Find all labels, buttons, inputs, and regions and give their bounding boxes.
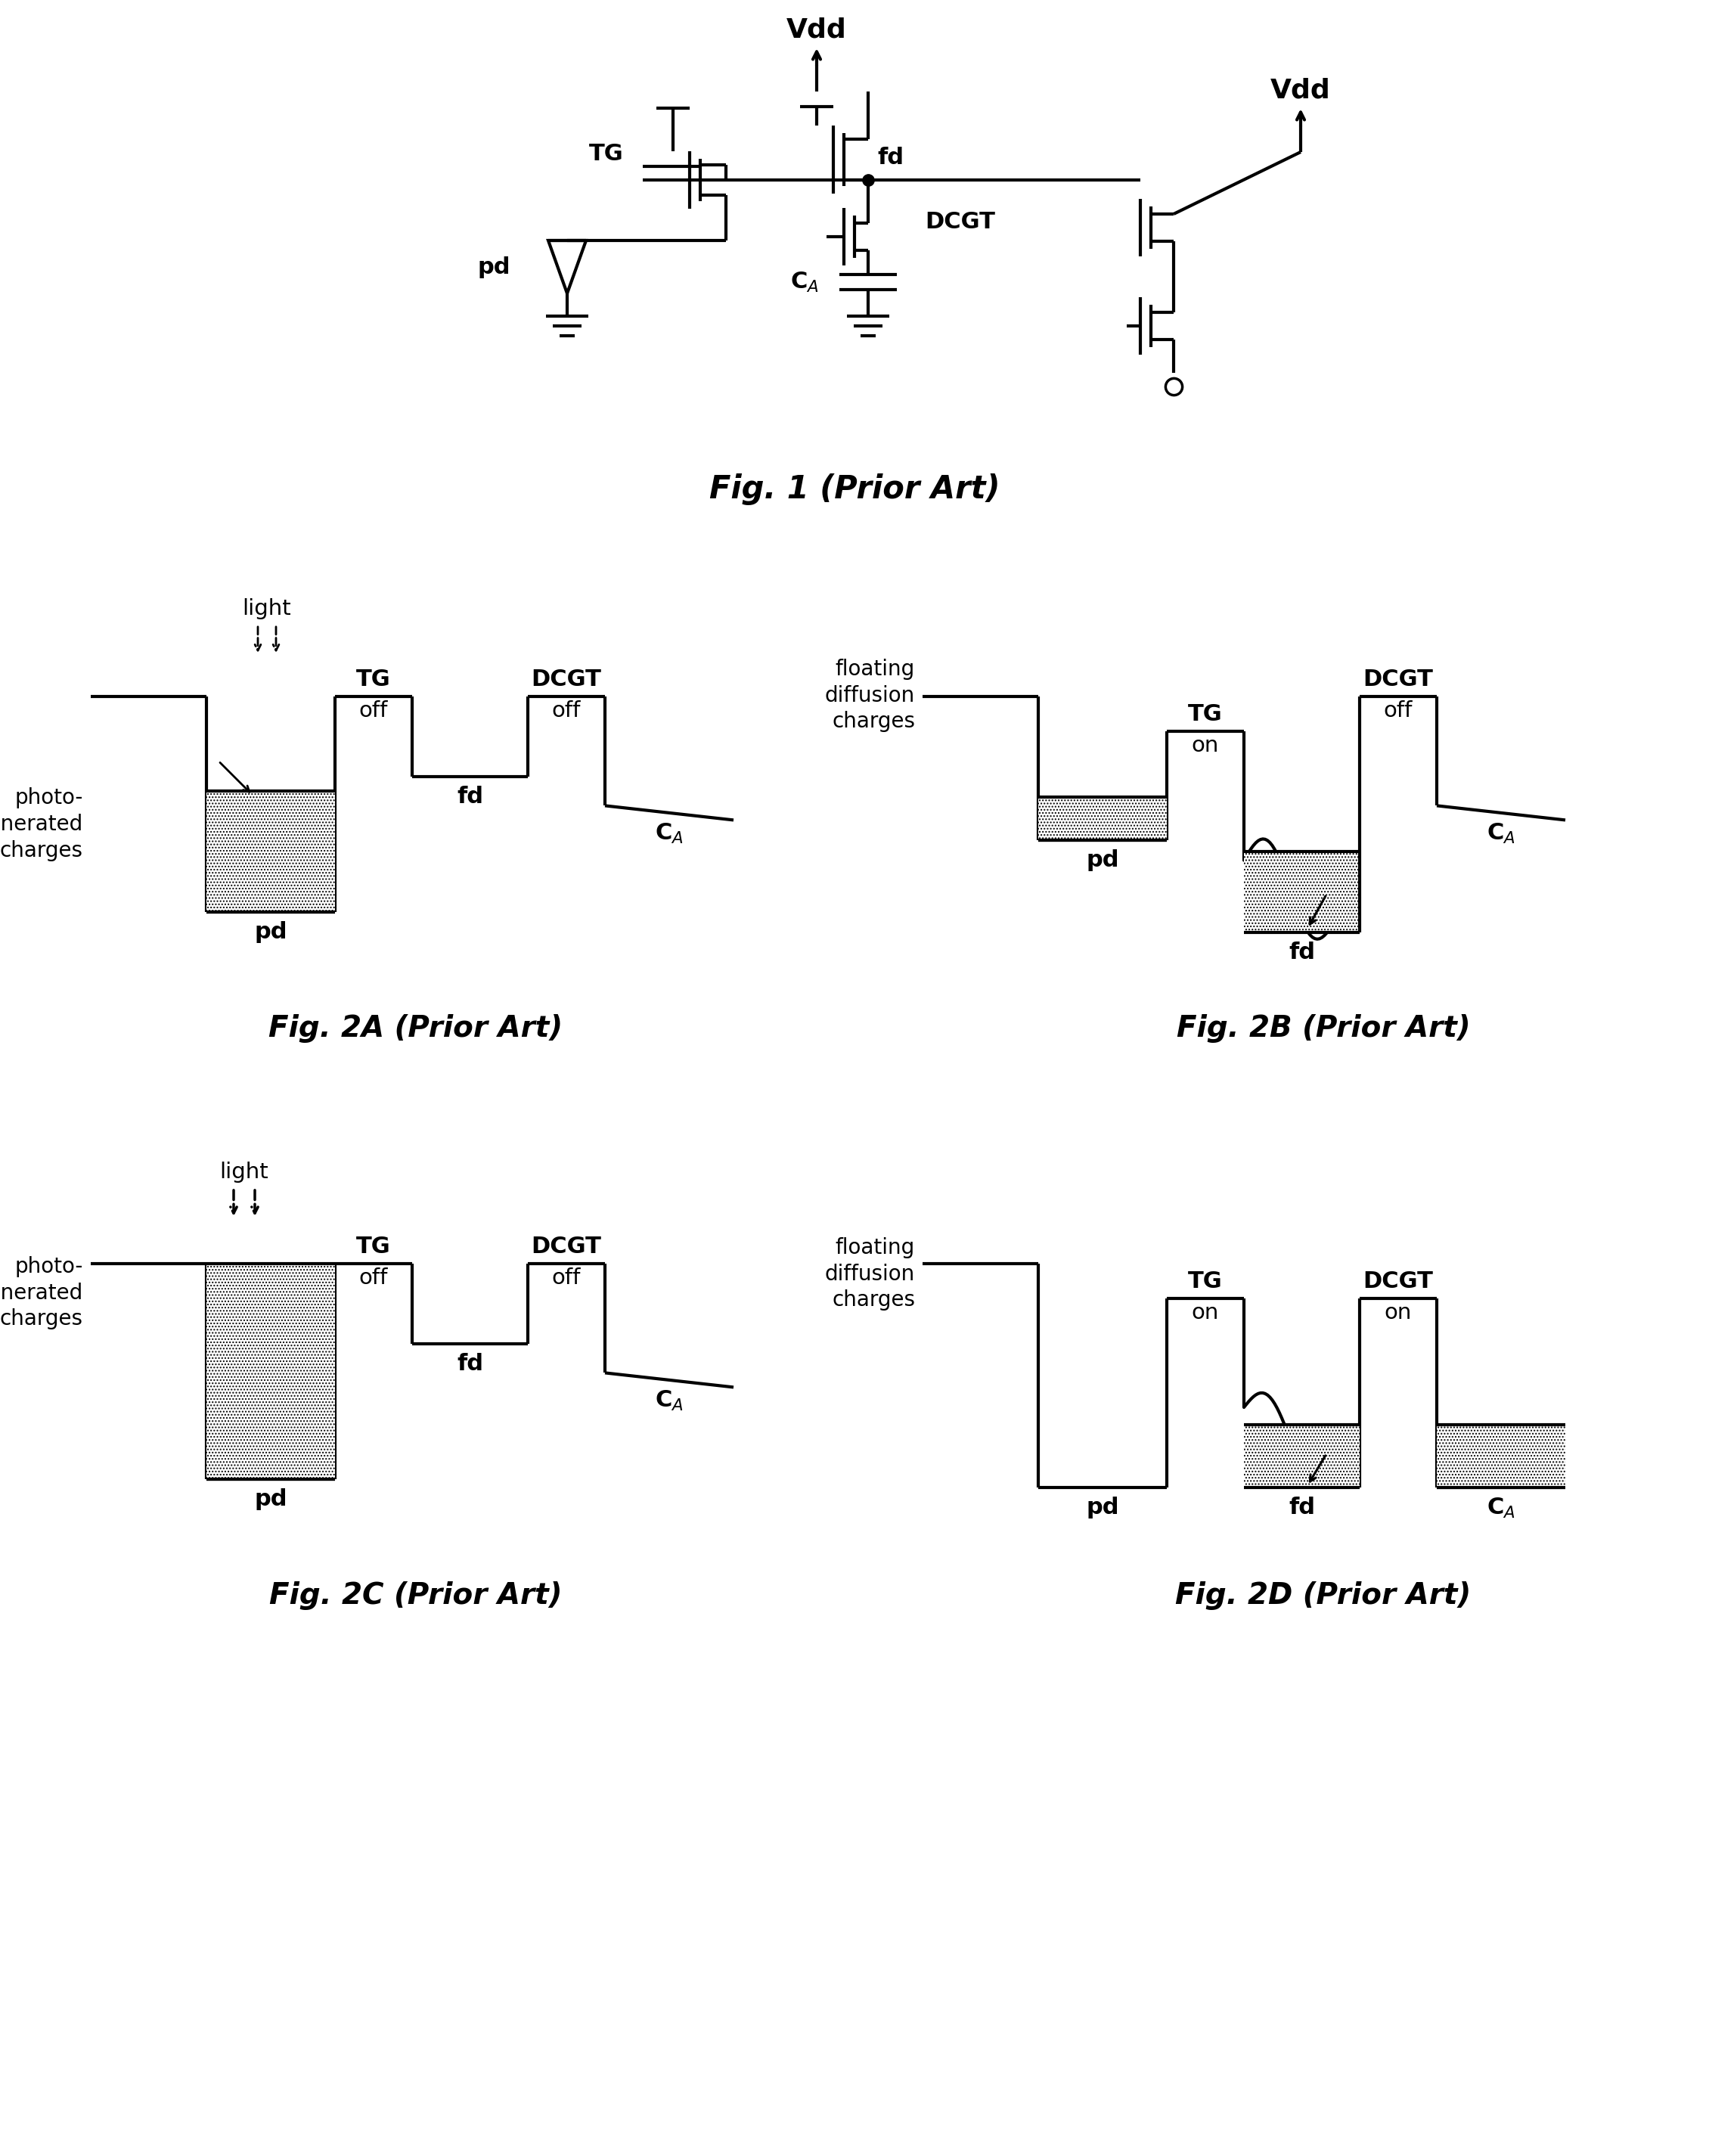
Text: off: off — [1384, 701, 1413, 722]
Bar — [1437, 1425, 1565, 1488]
Text: floating
diffusion
charges: floating diffusion charges — [825, 660, 914, 733]
Text: C$_A$: C$_A$ — [655, 1388, 684, 1412]
Bar — [207, 791, 335, 912]
Text: TG: TG — [355, 668, 391, 690]
Text: Fig. 1 (Prior Art): Fig. 1 (Prior Art) — [709, 474, 1000, 505]
Text: Fig. 2A (Prior Art): Fig. 2A (Prior Art) — [268, 1013, 562, 1044]
Text: fd: fd — [1289, 942, 1314, 964]
Text: Fig. 2B (Prior Art): Fig. 2B (Prior Art) — [1176, 1013, 1470, 1044]
Text: C$_A$: C$_A$ — [790, 270, 819, 293]
Text: pd: pd — [255, 921, 287, 942]
Text: fd: fd — [1289, 1496, 1314, 1518]
Text: Fig. 2C (Prior Art): Fig. 2C (Prior Art) — [270, 1580, 562, 1611]
Text: on: on — [1384, 1302, 1412, 1324]
Bar — [1244, 1425, 1360, 1488]
Text: on: on — [1191, 735, 1219, 757]
Text: TG: TG — [590, 142, 624, 164]
Bar — [207, 1263, 335, 1479]
Text: photo-
generated
charges: photo- generated charges — [0, 787, 84, 860]
Text: pd: pd — [1087, 849, 1119, 871]
Text: DCGT: DCGT — [531, 1235, 602, 1257]
Text: fd: fd — [456, 1354, 484, 1376]
Text: fd: fd — [877, 147, 904, 168]
Text: C$_A$: C$_A$ — [1487, 1496, 1516, 1520]
Text: DCGT: DCGT — [925, 211, 995, 233]
Text: C$_A$: C$_A$ — [1487, 821, 1516, 845]
Text: floating
diffusion
charges: floating diffusion charges — [825, 1238, 914, 1311]
Text: TG: TG — [1188, 703, 1222, 724]
Bar — [1244, 852, 1360, 931]
Text: Vdd: Vdd — [1270, 78, 1331, 103]
Text: pd: pd — [477, 257, 511, 278]
Text: off: off — [359, 701, 388, 722]
Text: C$_A$: C$_A$ — [655, 821, 684, 845]
Text: on: on — [1191, 1302, 1219, 1324]
Text: DCGT: DCGT — [531, 668, 602, 690]
Text: Vdd: Vdd — [786, 17, 848, 43]
Text: photo-
generated
charges: photo- generated charges — [0, 1257, 84, 1330]
Text: TG: TG — [355, 1235, 391, 1257]
Text: light: light — [220, 1162, 268, 1184]
Text: pd: pd — [1087, 1496, 1119, 1518]
Text: fd: fd — [456, 787, 484, 808]
Text: DCGT: DCGT — [1364, 668, 1434, 690]
Text: TG: TG — [1188, 1270, 1222, 1291]
Text: light: light — [243, 597, 292, 619]
Text: off: off — [552, 1268, 581, 1289]
Bar — [1039, 798, 1167, 841]
Text: off: off — [552, 701, 581, 722]
Text: DCGT: DCGT — [1364, 1270, 1434, 1291]
Text: off: off — [359, 1268, 388, 1289]
Text: pd: pd — [255, 1488, 287, 1509]
Text: Fig. 2D (Prior Art): Fig. 2D (Prior Art) — [1176, 1580, 1471, 1611]
